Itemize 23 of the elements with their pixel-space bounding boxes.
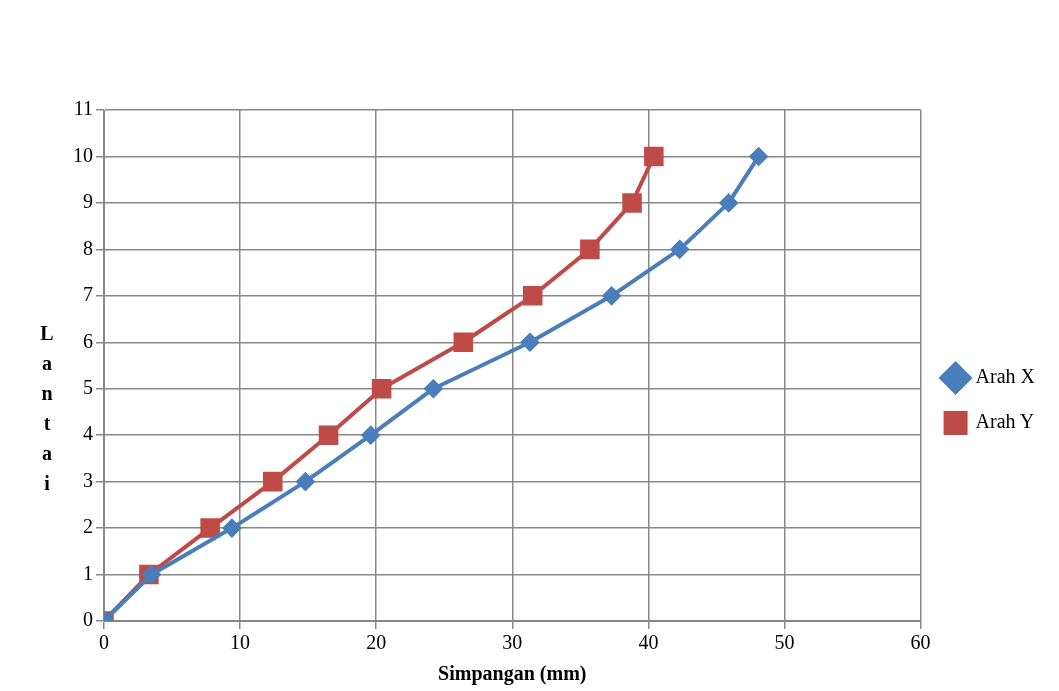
x-tick-label: 40: [638, 631, 659, 654]
y-tick-label: 9: [83, 190, 93, 213]
y-tick-label: 5: [83, 375, 93, 398]
legend-label: Arah Y: [975, 410, 1035, 433]
x-tick-label: 0: [99, 631, 109, 654]
y-tick-label: 8: [83, 236, 93, 259]
x-tick-label: 10: [230, 631, 251, 654]
y-axis-title: Lantai: [40, 321, 54, 496]
x-tick-label: 30: [502, 631, 523, 654]
y-tick-label: 4: [83, 422, 93, 445]
y-tick-label: 6: [83, 329, 93, 352]
y-tick-label: 2: [83, 515, 93, 538]
y-tick-label: 11: [73, 97, 93, 120]
x-tick-label: 20: [366, 631, 387, 654]
y-tick-label: 1: [83, 561, 93, 584]
y-tick-label: 10: [73, 143, 93, 166]
x-axis-title: Simpangan (mm): [438, 662, 587, 686]
x-tick-label: 60: [910, 631, 931, 654]
x-tick-label: 50: [774, 631, 795, 654]
y-tick-label: 0: [83, 608, 93, 631]
y-tick-label: 7: [83, 283, 93, 306]
legend-label: Arah X: [975, 365, 1036, 388]
y-tick-label: 3: [83, 468, 93, 491]
